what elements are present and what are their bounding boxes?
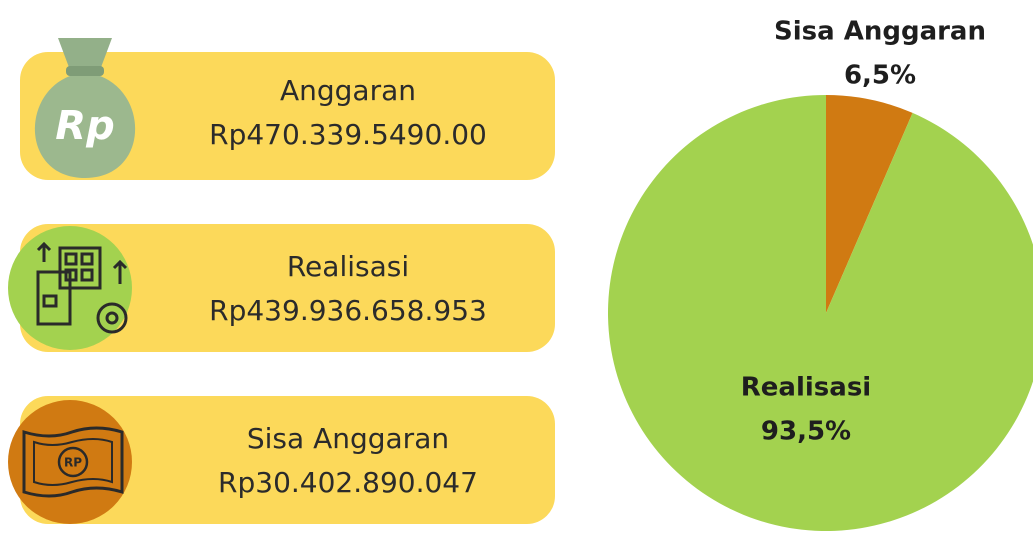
- pie-chart: [608, 95, 1033, 531]
- icon-text: Rp: [55, 103, 114, 149]
- slice-label: Realisasi: [741, 373, 871, 403]
- slice-value-label: 6,5%: [844, 61, 916, 91]
- money-bag-icon: Rp: [34, 38, 136, 178]
- card-value: Rp439.936.658.953: [209, 294, 487, 327]
- card-label: Realisasi: [287, 250, 409, 283]
- card: [20, 396, 555, 524]
- card: [20, 224, 555, 352]
- pie-slice: [826, 95, 913, 313]
- card: [20, 52, 555, 180]
- card-label: Anggaran: [280, 74, 416, 107]
- slice-label: Sisa Anggaran: [774, 17, 986, 47]
- card-value: Rp30.402.890.047: [218, 466, 478, 499]
- pie-slice: [608, 95, 1033, 531]
- slice-value-label: 93,5%: [761, 417, 851, 447]
- banknote-icon: RP: [8, 400, 132, 524]
- card-value: Rp470.339.5490.00: [209, 118, 487, 151]
- building-icon: [8, 226, 132, 350]
- card-label: Sisa Anggaran: [247, 422, 449, 455]
- icon-text: RP: [64, 456, 82, 470]
